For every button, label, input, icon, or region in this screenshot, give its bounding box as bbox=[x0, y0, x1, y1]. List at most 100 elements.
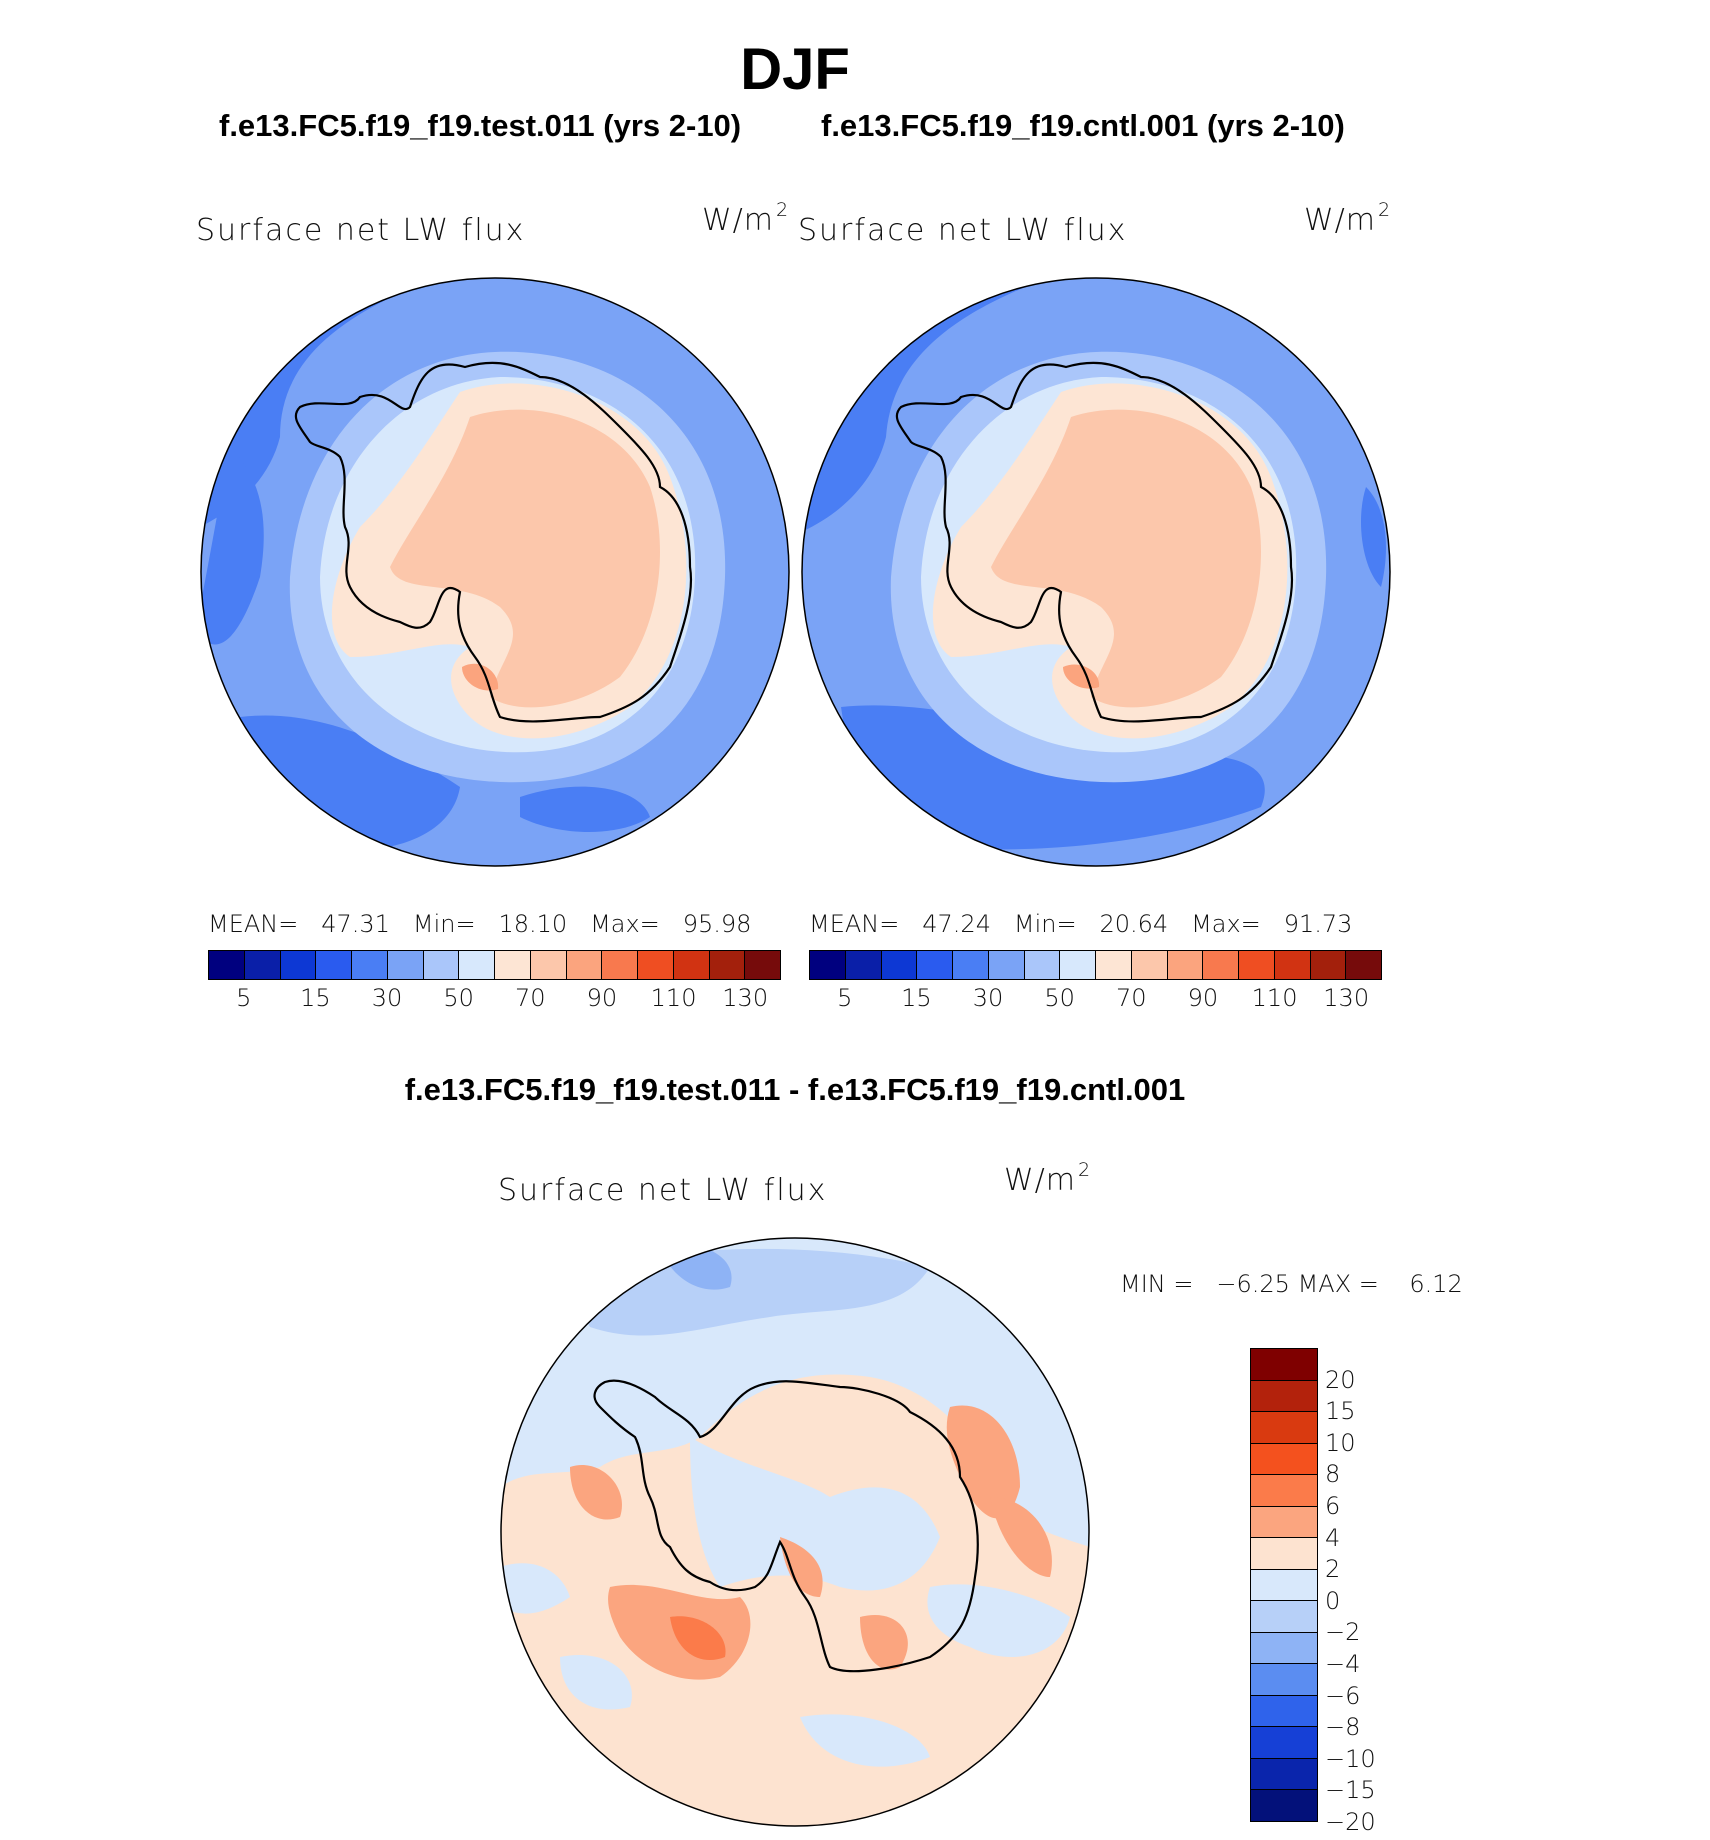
colorbar-swatch bbox=[1251, 1664, 1317, 1696]
colorbar-swatch bbox=[280, 951, 317, 979]
difference-negative-region bbox=[501, 1563, 570, 1614]
difference-title: f.e13.FC5.f19_f19.test.011 - f.e13.FC5.f… bbox=[404, 1072, 1186, 1107]
colorbar-swatch bbox=[1274, 951, 1311, 979]
colorbar-tick-label: 15 bbox=[1325, 1397, 1356, 1426]
panel1-colorbar bbox=[208, 950, 781, 980]
colorbar-tick-label: 20 bbox=[1325, 1365, 1356, 1394]
panel1-map bbox=[200, 277, 790, 867]
difference-negative-region bbox=[800, 1714, 930, 1767]
colorbar-swatch bbox=[988, 951, 1025, 979]
colorbar-swatch bbox=[1167, 951, 1204, 979]
panel1-continent-core bbox=[390, 409, 660, 708]
colorbar-tick-label: −15 bbox=[1325, 1776, 1376, 1805]
panel1-stats: MEAN= 47.31 Min= 18.10 Max= 95.98 bbox=[208, 910, 752, 938]
colorbar-swatch bbox=[1251, 1632, 1317, 1665]
colorbar-tick-label: 130 bbox=[1323, 984, 1370, 1012]
panel2-coastline bbox=[895, 361, 1293, 723]
colorbar-tick-label: 5 bbox=[837, 984, 853, 1012]
colorbar-swatch bbox=[1131, 951, 1168, 979]
colorbar-tick-label: 70 bbox=[515, 984, 546, 1012]
colorbar-swatch bbox=[1096, 951, 1132, 979]
difference-negative-region bbox=[690, 1437, 940, 1591]
colorbar-swatch bbox=[423, 951, 460, 979]
colorbar-swatch bbox=[316, 951, 352, 979]
colorbar-swatch bbox=[1251, 1475, 1317, 1507]
panel1-variable: Surface net LW flux bbox=[196, 213, 526, 248]
colorbar-tick-label: −2 bbox=[1325, 1618, 1361, 1647]
colorbar-tick-label: −6 bbox=[1325, 1681, 1361, 1710]
colorbar-swatch bbox=[1203, 951, 1239, 979]
colorbar-tick-label: 15 bbox=[901, 984, 932, 1012]
colorbar-swatch bbox=[1251, 1569, 1317, 1602]
colorbar-tick-label: 2 bbox=[1325, 1555, 1341, 1584]
colorbar-tick-label: 130 bbox=[722, 984, 769, 1012]
colorbar-tick-label: −8 bbox=[1325, 1713, 1361, 1742]
colorbar-tick-label: 30 bbox=[972, 984, 1004, 1012]
colorbar-tick-label: 110 bbox=[1251, 984, 1298, 1012]
panel1-coastline bbox=[294, 361, 692, 723]
panel2-map bbox=[801, 277, 1391, 867]
panel2-units: W/m 2 bbox=[1304, 199, 1392, 238]
colorbar-swatch bbox=[881, 951, 918, 979]
panel1-units: W/m 2 bbox=[702, 199, 790, 238]
panel2-variable: Surface net LW flux bbox=[798, 213, 1128, 248]
colorbar-swatch bbox=[1251, 1506, 1317, 1539]
colorbar-swatch bbox=[845, 951, 882, 979]
difference-colorbar bbox=[1250, 1348, 1318, 1822]
colorbar-swatch bbox=[1060, 951, 1096, 979]
colorbar-swatch bbox=[1024, 951, 1061, 979]
colorbar-swatch bbox=[1251, 1758, 1317, 1791]
colorbar-tick-label: −20 bbox=[1325, 1808, 1376, 1836]
colorbar-swatch bbox=[566, 951, 603, 979]
season-title: DJF bbox=[740, 37, 850, 102]
colorbar-swatch bbox=[209, 951, 245, 979]
test-case-title: f.e13.FC5.f19_f19.test.011 (yrs 2-10) bbox=[219, 108, 742, 143]
colorbar-swatch bbox=[459, 951, 495, 979]
colorbar-tick-label: 50 bbox=[443, 984, 474, 1012]
colorbar-swatch bbox=[1251, 1380, 1317, 1413]
colorbar-swatch bbox=[638, 951, 674, 979]
colorbar-tick-label: −10 bbox=[1325, 1744, 1376, 1773]
colorbar-swatch bbox=[917, 951, 953, 979]
panel1-low-flux-band bbox=[201, 447, 264, 645]
colorbar-tick-label: 70 bbox=[1116, 984, 1147, 1012]
difference-positive-region bbox=[780, 1537, 823, 1597]
colorbar-swatch bbox=[602, 951, 638, 979]
colorbar-tick-label: 110 bbox=[650, 984, 697, 1012]
colorbar-swatch bbox=[387, 951, 424, 979]
colorbar-tick-label: −4 bbox=[1325, 1650, 1361, 1678]
colorbar-swatch bbox=[673, 951, 710, 979]
colorbar-tick-label: 15 bbox=[300, 984, 331, 1012]
colorbar-tick-label: 90 bbox=[586, 984, 618, 1012]
difference-variable: Surface net LW flux bbox=[498, 1173, 828, 1208]
colorbar-swatch bbox=[745, 951, 780, 979]
colorbar-tick-label: 10 bbox=[1325, 1428, 1356, 1457]
colorbar-swatch bbox=[1310, 951, 1347, 979]
colorbar-tick-label: 6 bbox=[1325, 1492, 1341, 1520]
difference-negative-region bbox=[560, 1655, 632, 1710]
colorbar-tick-label: 90 bbox=[1187, 984, 1219, 1012]
colorbar-swatch bbox=[810, 951, 846, 979]
colorbar-tick-label: 0 bbox=[1325, 1586, 1341, 1615]
colorbar-swatch bbox=[1251, 1412, 1317, 1444]
colorbar-tick-label: 30 bbox=[371, 984, 403, 1012]
colorbar-swatch bbox=[709, 951, 746, 979]
colorbar-swatch bbox=[953, 951, 989, 979]
difference-positive-region bbox=[860, 1615, 908, 1670]
difference-coastline bbox=[593, 1379, 979, 1673]
colorbar-swatch bbox=[1251, 1695, 1317, 1728]
difference-positive-region bbox=[946, 1405, 1020, 1519]
colorbar-swatch bbox=[1251, 1727, 1317, 1759]
colorbar-swatch bbox=[1239, 951, 1275, 979]
panel2-stats: MEAN= 47.24 Min= 20.64 Max= 91.73 bbox=[809, 910, 1353, 938]
colorbar-tick-label: 8 bbox=[1325, 1460, 1341, 1489]
difference-units: W/m 2 bbox=[1004, 1159, 1092, 1198]
control-case-title: f.e13.FC5.f19_f19.cntl.001 (yrs 2-10) bbox=[821, 108, 1345, 143]
colorbar-swatch bbox=[1346, 951, 1381, 979]
difference-negative-region bbox=[927, 1584, 1070, 1657]
difference-stats: MIN = −6.25 MAX = 6.12 bbox=[1120, 1270, 1463, 1298]
panel2-colorbar bbox=[809, 950, 1382, 980]
colorbar-swatch bbox=[1251, 1349, 1317, 1381]
panel2-continent-core bbox=[991, 409, 1261, 708]
colorbar-swatch bbox=[530, 951, 567, 979]
